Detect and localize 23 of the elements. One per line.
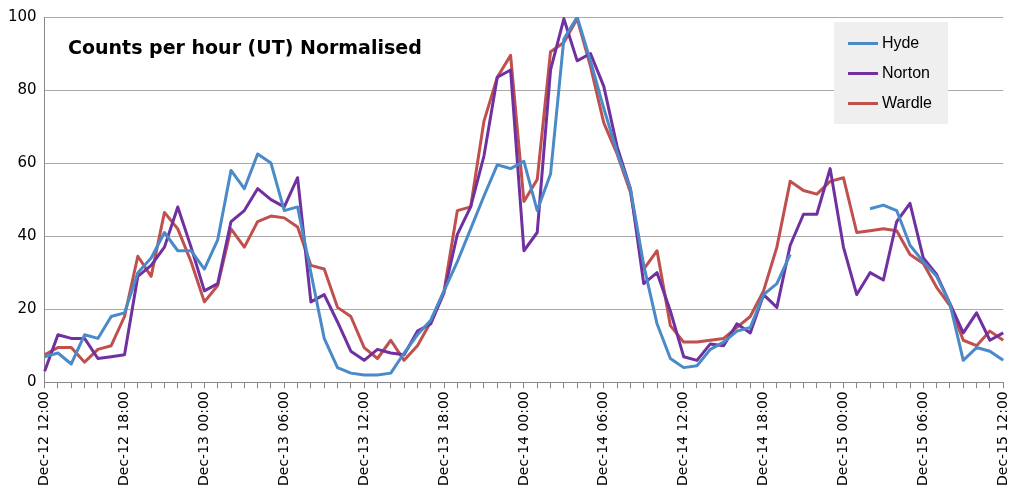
y-tick-label: 80 [17,79,37,98]
y-tick-label: 20 [17,299,37,318]
x-tick-label: Dec-13 00:00 [195,391,212,487]
x-tick-label: Dec-14 18:00 [754,391,771,487]
y-tick-label: 100 [7,6,37,25]
x-tick-label: Dec-12 12:00 [35,391,52,487]
legend-label: Wardle [881,94,932,112]
y-tick-label: 60 [17,152,37,171]
x-tick-label: Dec-14 06:00 [594,391,611,487]
x-tick-label: Dec-13 12:00 [354,391,371,487]
x-tick-label: Dec-13 18:00 [434,391,451,487]
legend-label: Norton [881,64,930,82]
x-tick-label: Dec-14 00:00 [514,391,531,487]
x-tick-label: Dec-12 18:00 [115,391,132,487]
x-tick-label: Dec-15 00:00 [834,391,851,487]
x-tick-label: Dec-13 06:00 [274,391,291,487]
x-tick-label: Dec-14 12:00 [674,391,691,487]
y-tick-label: 0 [27,372,37,391]
text: Counts per hour (UT) Normalised [68,36,422,58]
y-tick-label: 40 [17,226,37,245]
legend-label: Hyde [881,34,920,52]
x-tick-label: Dec-15 12:00 [993,391,1010,487]
x-tick-label: Dec-15 06:00 [913,391,930,487]
